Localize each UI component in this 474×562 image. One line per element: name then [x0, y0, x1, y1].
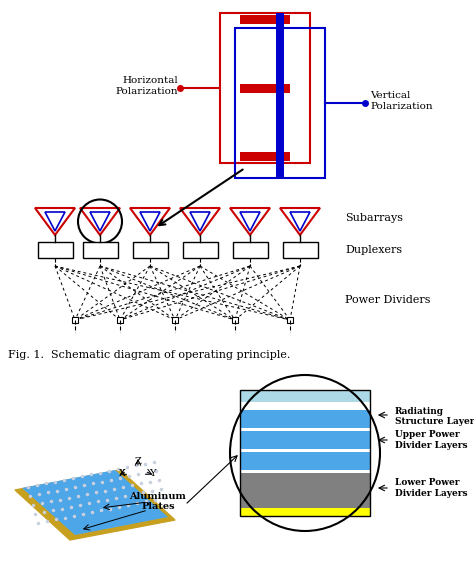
- FancyBboxPatch shape: [283, 242, 318, 258]
- Polygon shape: [35, 208, 75, 235]
- Text: Power Dividers: Power Dividers: [345, 295, 430, 305]
- Text: Duplexers: Duplexers: [345, 245, 402, 255]
- FancyBboxPatch shape: [240, 152, 290, 161]
- Bar: [240, 410, 370, 428]
- FancyBboxPatch shape: [38, 242, 73, 258]
- FancyBboxPatch shape: [240, 84, 290, 93]
- Text: Z: Z: [135, 457, 141, 466]
- Polygon shape: [230, 208, 270, 235]
- Bar: [240, 449, 370, 452]
- Text: Upper Power
Divider Layers: Upper Power Divider Layers: [395, 430, 467, 450]
- Polygon shape: [80, 208, 120, 235]
- FancyBboxPatch shape: [83, 242, 118, 258]
- Bar: [240, 390, 370, 516]
- Polygon shape: [280, 208, 320, 235]
- FancyBboxPatch shape: [183, 242, 218, 258]
- Polygon shape: [22, 470, 168, 535]
- Bar: [240, 452, 370, 470]
- Bar: [240, 428, 370, 431]
- Bar: [240, 402, 370, 410]
- Polygon shape: [90, 212, 110, 231]
- Text: Fig. 1.  Schematic diagram of operating principle.: Fig. 1. Schematic diagram of operating p…: [8, 350, 291, 360]
- Text: Aluminum
Plates: Aluminum Plates: [129, 492, 186, 511]
- Polygon shape: [190, 212, 210, 231]
- FancyBboxPatch shape: [233, 242, 268, 258]
- Text: Lower Power
Divider Layers: Lower Power Divider Layers: [395, 478, 467, 498]
- Bar: [240, 390, 370, 402]
- Polygon shape: [130, 208, 170, 235]
- Bar: [240, 431, 370, 449]
- Text: Horizontal
Polarization: Horizontal Polarization: [115, 76, 178, 96]
- FancyBboxPatch shape: [276, 13, 284, 178]
- Text: Subarrays: Subarrays: [345, 213, 403, 223]
- Polygon shape: [15, 470, 175, 540]
- Polygon shape: [45, 212, 65, 231]
- Text: Y: Y: [149, 469, 155, 478]
- Text: X: X: [118, 469, 126, 478]
- Bar: [240, 508, 370, 516]
- FancyBboxPatch shape: [133, 242, 168, 258]
- Polygon shape: [290, 212, 310, 231]
- Text: Vertical
Polarization: Vertical Polarization: [370, 91, 433, 111]
- Polygon shape: [240, 212, 260, 231]
- Text: Radiating
Structure Layers: Radiating Structure Layers: [395, 407, 474, 427]
- Polygon shape: [140, 212, 160, 231]
- Polygon shape: [180, 208, 220, 235]
- FancyBboxPatch shape: [240, 15, 290, 24]
- Bar: [240, 473, 370, 508]
